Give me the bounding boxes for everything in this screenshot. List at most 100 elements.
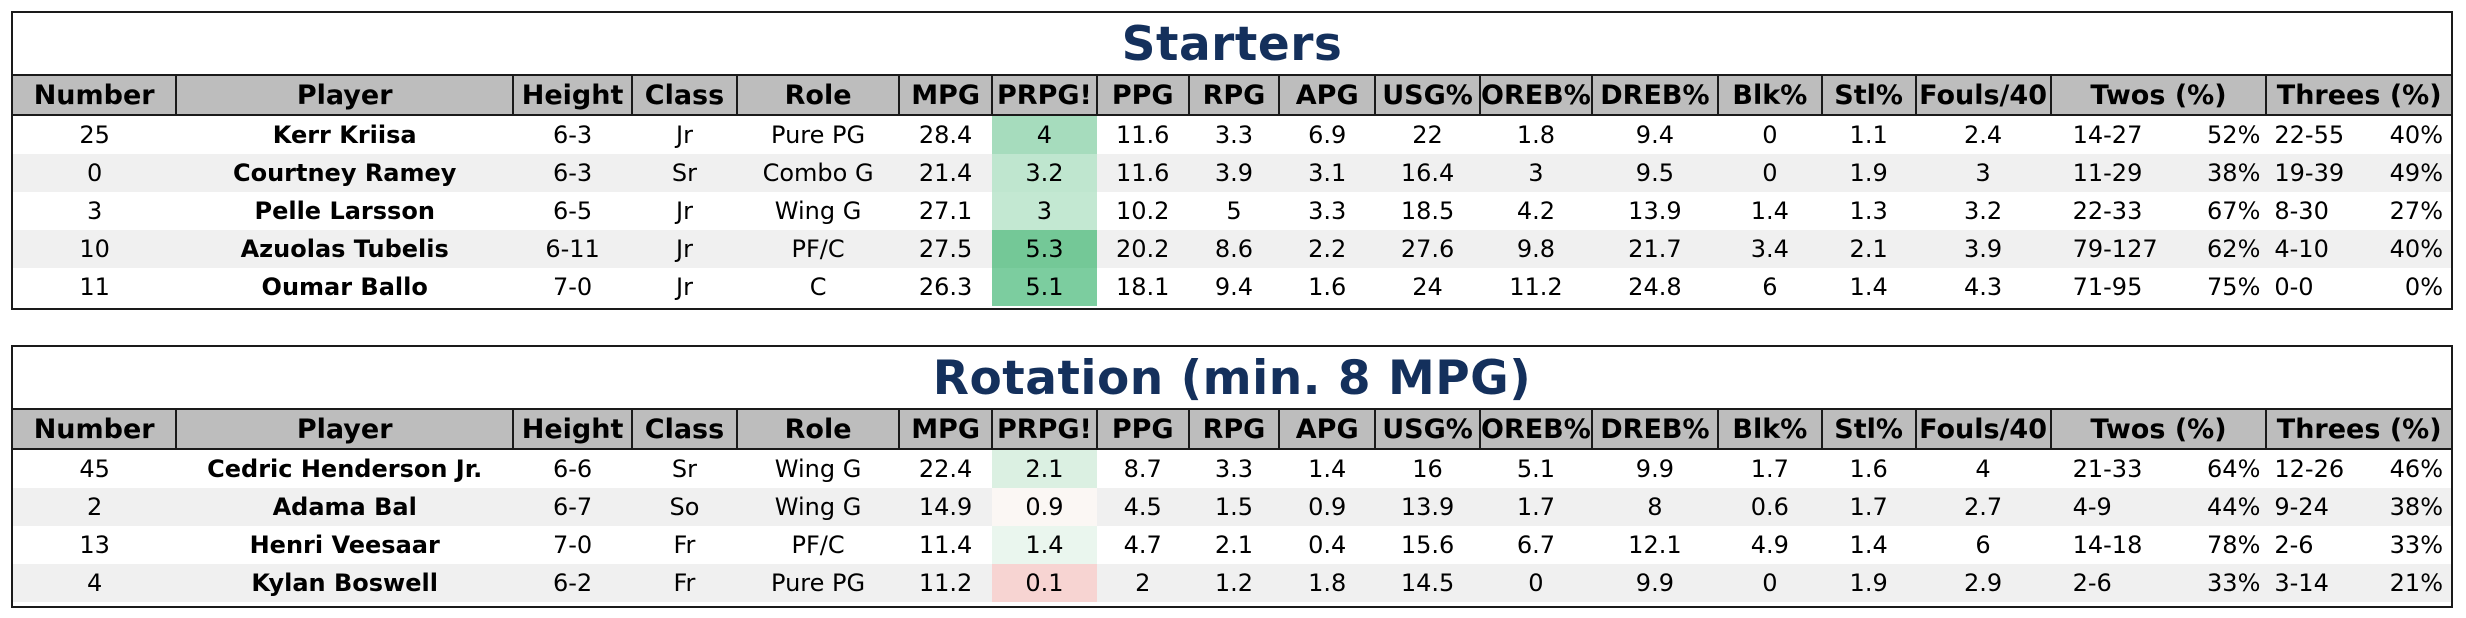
twos-percent: 52% (2207, 121, 2261, 149)
fouls40-cell: 2.7 (1915, 488, 2051, 526)
twos-made-attempted: 14-18 (2072, 531, 2143, 559)
column-header: Fouls/40 (1914, 410, 2052, 450)
usg-cell: 18.5 (1375, 192, 1480, 230)
class-cell: Jr (632, 230, 737, 268)
stl-cell: 1.1 (1821, 115, 1916, 154)
prpg-cell: 3 (991, 192, 1097, 230)
class-cell: Jr (632, 115, 737, 154)
ppg-cell: 2 (1096, 564, 1189, 602)
column-header: APG (1278, 76, 1377, 116)
header-row: Number Player Height Class Role MPG PRPG! PPG RP… (13, 76, 2451, 116)
column-header: Threes (%) (2265, 76, 2451, 116)
player-name-cell: Henri Veesaar (176, 526, 514, 564)
stl-cell: 1.3 (1821, 192, 1916, 230)
apg-cell: 1.8 (1279, 564, 1376, 602)
height-cell: 7-0 (513, 526, 633, 564)
twos-made-attempted: 79-127 (2072, 235, 2158, 263)
column-header: Stl% (1820, 410, 1917, 450)
height-cell: 6-7 (513, 488, 633, 526)
mpg-cell: 22.4 (899, 449, 992, 488)
rpg-cell: 5 (1188, 192, 1280, 230)
stl-cell: 1.9 (1821, 154, 1916, 192)
threes-cell: 9-24 38% (2266, 488, 2451, 526)
ppg-cell: 4.5 (1096, 488, 1189, 526)
mpg-cell: 26.3 (899, 268, 992, 306)
twos-cell: 71-95 75% (2050, 268, 2267, 306)
threes-made-attempted: 19-39 (2274, 159, 2345, 187)
threes-percent: 21% (2389, 569, 2443, 597)
oreb-cell: 1.8 (1479, 115, 1592, 154)
column-header: OREB% (1478, 76, 1593, 116)
twos-made-attempted: 14-27 (2072, 121, 2143, 149)
role-cell: Combo G (736, 154, 900, 192)
apg-cell: 3.3 (1279, 192, 1376, 230)
prpg-cell: 1.4 (991, 526, 1097, 564)
role-cell: PF/C (736, 230, 900, 268)
player-name-cell: Adama Bal (176, 488, 514, 526)
class-cell: Jr (632, 268, 737, 306)
number-cell: 2 (13, 488, 177, 526)
class-cell: Fr (632, 564, 737, 602)
height-cell: 6-2 (513, 564, 633, 602)
rpg-cell: 2.1 (1188, 526, 1280, 564)
ppg-cell: 18.1 (1096, 268, 1189, 306)
dreb-cell: 8 (1591, 488, 1718, 526)
column-header: Player (175, 76, 515, 116)
table-row: 0 Courtney Ramey 6-3 Sr Combo G 21.4 3.2 11.6 3.… (13, 154, 2451, 192)
rpg-cell: 3.3 (1188, 115, 1280, 154)
column-header: APG (1278, 410, 1377, 450)
height-cell: 6-6 (513, 449, 633, 488)
fouls40-cell: 2.9 (1915, 564, 2051, 602)
twos-percent: 67% (2207, 197, 2261, 225)
threes-cell: 8-30 27% (2266, 192, 2451, 230)
table-row: 13 Henri Veesaar 7-0 Fr PF/C 11.4 1.4 4.7 2.1 0.4… (13, 526, 2451, 564)
threes-percent: 0% (2404, 273, 2443, 301)
player-name-cell: Cedric Henderson Jr. (176, 449, 514, 488)
player-name-cell: Kerr Kriisa (176, 115, 514, 154)
mpg-cell: 11.2 (899, 564, 992, 602)
rpg-cell: 1.2 (1188, 564, 1280, 602)
twos-made-attempted: 11-29 (2072, 159, 2143, 187)
table-row: 45 Cedric Henderson Jr. 6-6 Sr Wing G 22.4 2.1… (13, 449, 2451, 488)
apg-cell: 6.9 (1279, 115, 1376, 154)
column-header: DREB% (1590, 410, 1719, 450)
threes-made-attempted: 3-14 (2274, 569, 2329, 597)
twos-made-attempted: 71-95 (2072, 273, 2143, 301)
twos-percent: 78% (2207, 531, 2261, 559)
ppg-cell: 10.2 (1096, 192, 1189, 230)
role-cell: Wing G (736, 488, 900, 526)
column-header: Stl% (1820, 76, 1917, 116)
fouls40-cell: 4 (1915, 449, 2051, 488)
column-header: PRPG! (990, 76, 1098, 116)
mpg-cell: 11.4 (899, 526, 992, 564)
rpg-cell: 1.5 (1188, 488, 1280, 526)
starters-title: Starters (13, 13, 2451, 76)
oreb-cell: 5.1 (1479, 449, 1592, 488)
player-name-cell: Kylan Boswell (176, 564, 514, 602)
role-cell: C (736, 268, 900, 306)
table-row: 2 Adama Bal 6-7 So Wing G 14.9 0.9 4.5 1.5 0.9 13.… (13, 488, 2451, 526)
twos-cell: 21-33 64% (2050, 449, 2267, 488)
player-name-cell: Pelle Larsson (176, 192, 514, 230)
oreb-cell: 3 (1479, 154, 1592, 192)
table-row: 11 Oumar Ballo 7-0 Jr C 26.3 5.1 18.1 9.4 1.6 24 11… (13, 268, 2451, 306)
rpg-cell: 3.9 (1188, 154, 1280, 192)
height-cell: 6-11 (513, 230, 633, 268)
threes-percent: 46% (2389, 455, 2443, 483)
class-cell: So (632, 488, 737, 526)
usg-cell: 13.9 (1375, 488, 1480, 526)
table-row: 10 Azuolas Tubelis 6-11 Jr PF/C 27.5 5.3 20.2 8.… (13, 230, 2451, 268)
threes-cell: 0-0 0% (2266, 268, 2451, 306)
prpg-cell: 0.1 (991, 564, 1097, 602)
player-name-cell: Azuolas Tubelis (176, 230, 514, 268)
threes-cell: 12-26 46% (2266, 449, 2451, 488)
twos-cell: 11-29 38% (2050, 154, 2267, 192)
class-cell: Sr (632, 449, 737, 488)
height-cell: 6-5 (513, 192, 633, 230)
apg-cell: 2.2 (1279, 230, 1376, 268)
stl-cell: 1.4 (1821, 526, 1916, 564)
fouls40-cell: 4.3 (1915, 268, 2051, 306)
twos-percent: 33% (2207, 569, 2261, 597)
column-header: PPG (1095, 76, 1190, 116)
oreb-cell: 4.2 (1479, 192, 1592, 230)
